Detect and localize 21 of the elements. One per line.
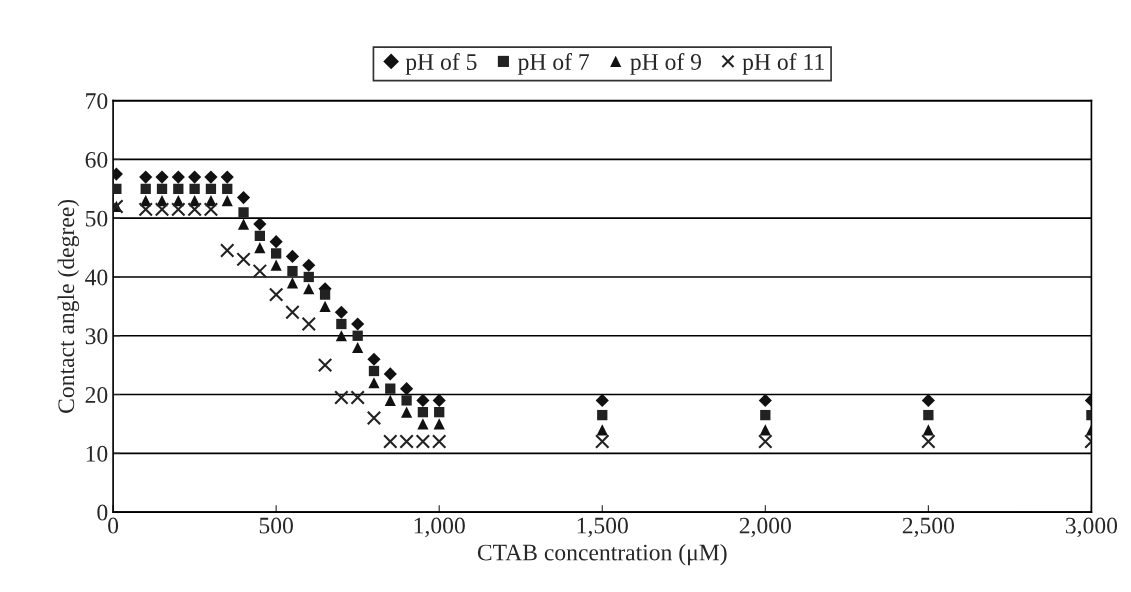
legend-label: pH of 7 (517, 53, 590, 75)
x-tick-label: 2,500 (902, 517, 955, 537)
y-tick-label: 30 (85, 328, 108, 345)
y-tick-label: 40 (85, 269, 108, 286)
y-tick-label: 70 (86, 93, 108, 110)
x-tick-label: 0 (108, 517, 119, 534)
y-tick-label: 50 (86, 210, 108, 227)
x-tick-label: 2,000 (739, 517, 791, 537)
x-axis-title: CTAB concentration (μM) (477, 543, 727, 566)
legend-label: pH of 9 (630, 53, 702, 75)
y-tick-label: 60 (85, 151, 108, 168)
x-tick-label: 1,000 (414, 517, 465, 537)
y-tick-label: 0 (97, 504, 108, 521)
y-tick-label: 20 (85, 387, 108, 403)
y-tick-label: 10 (86, 445, 108, 462)
x-tick-label: 1,500 (577, 517, 628, 537)
x-tick-label: 500 (259, 517, 293, 534)
x-tick-label: 3,000 (1065, 517, 1118, 537)
y-axis-title: Contact angle (degree) (57, 199, 80, 413)
legend-label: pH of 11 (742, 53, 824, 75)
legend-label: pH of 5 (405, 53, 477, 75)
